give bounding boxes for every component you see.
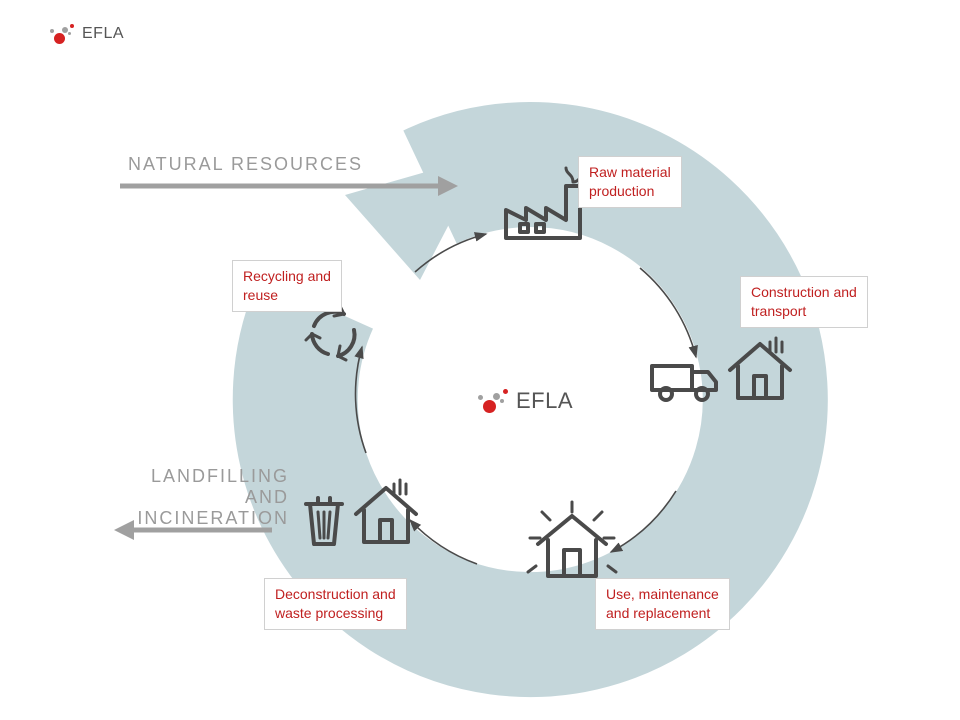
label-use: Use, maintenance and replacement — [595, 578, 730, 630]
brand-dots-icon — [478, 389, 512, 413]
flow-out-label: LANDFILLING AND INCINERATION — [104, 466, 289, 529]
flow-in-label: NATURAL RESOURCES — [128, 154, 363, 175]
brand-logo-center: EFLA — [478, 388, 573, 414]
label-deconstruct: Deconstruction and waste processing — [264, 578, 407, 630]
brand-text-center: EFLA — [516, 388, 573, 414]
label-recycle: Recycling and reuse — [232, 260, 342, 312]
label-raw: Raw material production — [578, 156, 682, 208]
label-construction: Construction and transport — [740, 276, 868, 328]
diagram-canvas — [0, 0, 960, 720]
